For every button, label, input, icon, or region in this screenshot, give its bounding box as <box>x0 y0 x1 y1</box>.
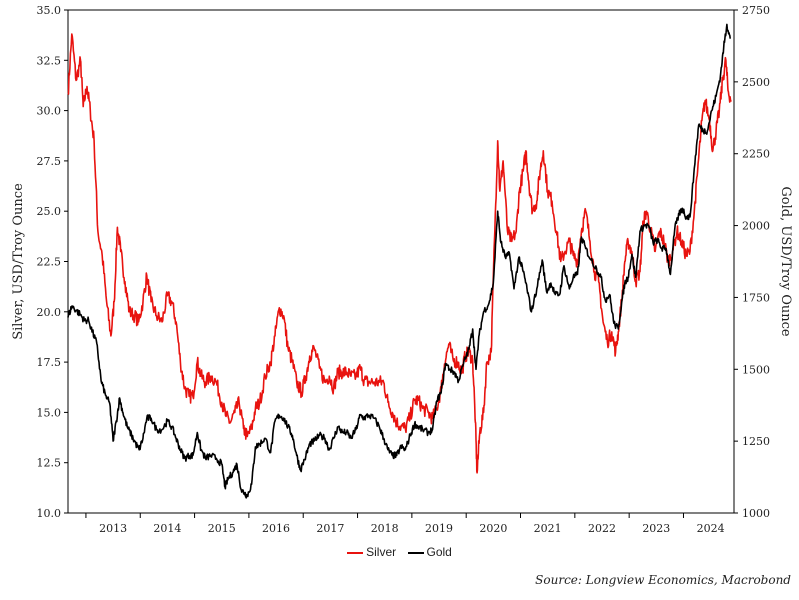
right-axis-title: Gold, USD/Troy Ounce <box>778 186 793 336</box>
dual-axis-line-chart: 10.0 12.5 15.0 17.5 20.0 22.5 25.0 27.5 30.0 32.5… <box>11 4 793 535</box>
legend-label-silver: Silver <box>366 545 397 559</box>
series-line-gold <box>67 23 731 499</box>
legend-label-gold: Gold <box>426 545 452 559</box>
right-axis-ticks: 1000 1250 1500 1750 2000 2250 2500 2750 <box>734 4 770 520</box>
series-line-silver <box>67 33 732 474</box>
legend-swatch-gold <box>407 551 424 554</box>
right-tick-label: 1750 <box>742 291 770 304</box>
left-tick-label: 20.0 <box>37 306 62 319</box>
left-tick-label: 15.0 <box>37 406 62 419</box>
x-tick-label: 2013 <box>99 522 127 535</box>
x-tick-label: 2015 <box>208 522 236 535</box>
left-axis-title: Silver, USD/Troy Ounce <box>11 183 26 340</box>
x-tick-label: 2019 <box>425 522 453 535</box>
left-tick-label: 32.5 <box>37 54 62 67</box>
right-tick-label: 2000 <box>742 220 770 233</box>
legend-swatch-silver <box>347 551 364 554</box>
legend-item-gold: Gold <box>407 545 452 559</box>
right-tick-label: 1000 <box>742 507 770 520</box>
left-tick-label: 17.5 <box>37 356 62 369</box>
left-tick-label: 30.0 <box>37 105 62 118</box>
legend: Silver Gold <box>0 545 799 559</box>
left-tick-label: 12.5 <box>37 457 62 470</box>
x-tick-label: 2022 <box>588 522 616 535</box>
series-layer <box>67 23 732 499</box>
x-tick-label: 2018 <box>371 522 399 535</box>
x-tick-label: 2024 <box>697 522 725 535</box>
x-tick-label: 2023 <box>642 522 670 535</box>
right-tick-label: 2250 <box>742 148 770 161</box>
x-tick-label: 2021 <box>534 522 562 535</box>
x-tick-label: 2014 <box>153 522 181 535</box>
x-axis-ticks: 2013 2014 2015 2016 2017 2018 2019 2020 2021 2022… <box>85 513 725 535</box>
x-tick-label: 2017 <box>316 522 344 535</box>
left-tick-label: 35.0 <box>37 4 62 17</box>
legend-item-silver: Silver <box>347 545 396 559</box>
source-note: Source: Longview Economics, Macrobond <box>535 573 791 587</box>
right-tick-label: 2500 <box>742 76 770 89</box>
left-tick-label: 22.5 <box>37 256 62 269</box>
x-tick-label: 2020 <box>479 522 507 535</box>
right-tick-label: 1250 <box>742 435 770 448</box>
left-tick-label: 10.0 <box>37 507 62 520</box>
right-tick-label: 1500 <box>742 363 770 376</box>
left-tick-label: 25.0 <box>37 205 62 218</box>
left-axis-ticks: 10.0 12.5 15.0 17.5 20.0 22.5 25.0 27.5 30.0 32.5… <box>37 4 68 520</box>
right-tick-label: 2750 <box>742 4 770 17</box>
left-tick-label: 27.5 <box>37 155 62 168</box>
x-tick-label: 2016 <box>262 522 290 535</box>
